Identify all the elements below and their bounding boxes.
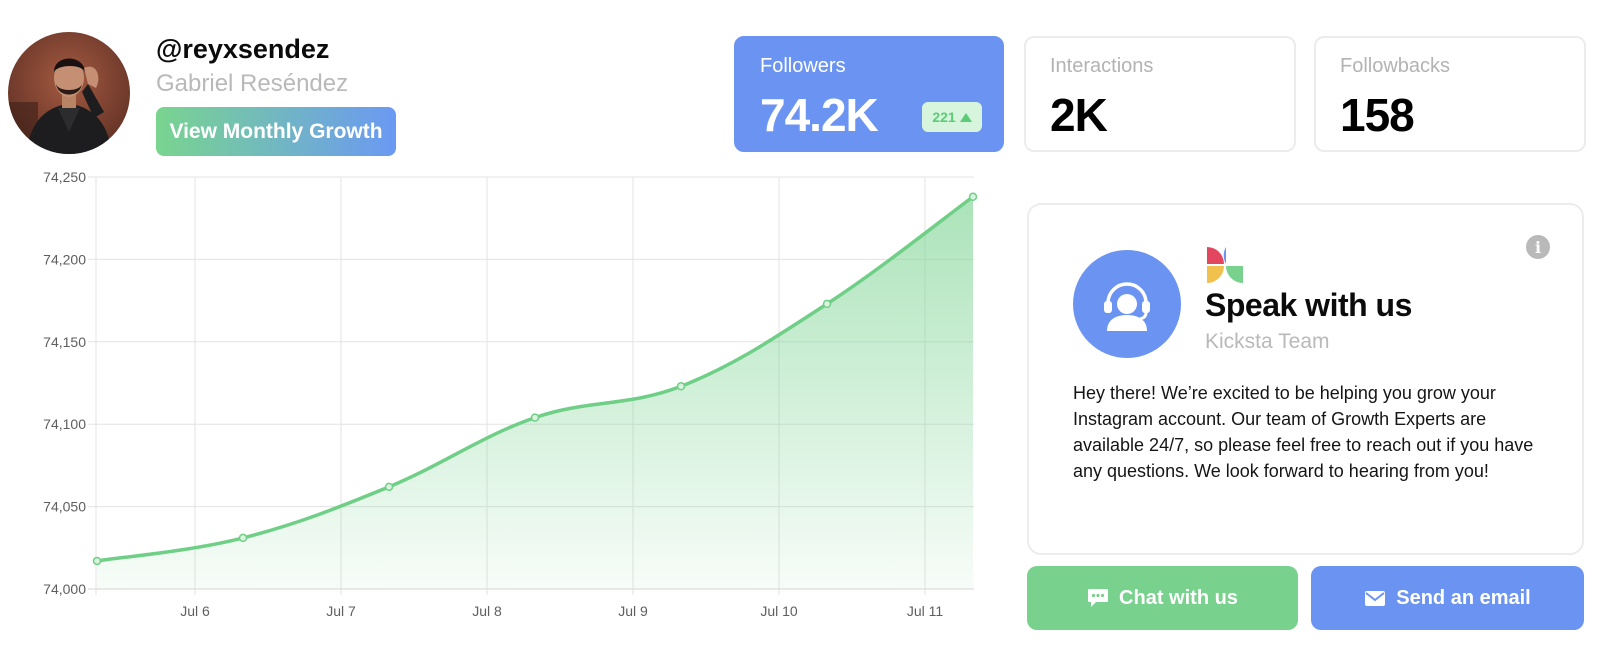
stat-card-followers: Followers 74.2K 221 [734, 36, 1004, 152]
avatar-photo [8, 32, 130, 154]
profile-handle: @reyxsendez [156, 34, 330, 64]
stat-label: Followers [760, 55, 846, 77]
x-tick-label: Jul 6 [180, 603, 210, 619]
stat-value: 158 [1340, 89, 1415, 141]
chat-with-us-button[interactable]: Chat with us [1027, 566, 1298, 630]
email-button-label: Send an email [1396, 586, 1531, 609]
x-tick-label: Jul 11 [907, 603, 944, 619]
send-email-button[interactable]: Send an email [1311, 566, 1584, 630]
x-tick-label: Jul 10 [760, 603, 798, 619]
y-tick-label: 74,250 [43, 169, 86, 185]
kicksta-logo-icon [1207, 247, 1243, 283]
contact-message: Hey there! We’re excited to be helping y… [1073, 383, 1534, 481]
stat-value: 74.2K [760, 89, 879, 141]
chat-icon [1088, 589, 1109, 607]
data-point[interactable] [238, 533, 248, 543]
envelope-icon [1365, 590, 1386, 606]
data-point[interactable] [822, 299, 832, 309]
data-point[interactable] [530, 413, 540, 422]
support-agent-avatar [1073, 250, 1181, 358]
y-tick-label: 74,050 [43, 499, 86, 515]
area-fill [97, 196, 973, 589]
x-tick-label: Jul 7 [326, 603, 356, 619]
data-point[interactable] [384, 482, 394, 492]
y-tick-label: 74,100 [43, 416, 86, 432]
x-tick-label: Jul 8 [472, 603, 502, 619]
profile-avatar [8, 32, 130, 154]
stat-label: Interactions [1050, 55, 1154, 77]
view-monthly-growth-button[interactable]: View Monthly Growth [156, 107, 396, 156]
x-tick-label: Jul 9 [618, 603, 648, 619]
info-icon[interactable]: i [1526, 235, 1550, 259]
growth-badge: 221 [922, 102, 982, 132]
followers-growth-chart: 74,000 74,050 74,100 74,150 74,200 74,250 Jul … [43, 169, 978, 619]
profile-name: Gabriel Reséndez [156, 70, 349, 97]
headset-agent-icon [1104, 282, 1150, 331]
data-point[interactable] [968, 192, 978, 202]
contact-card: Speak with us Kicksta Team i Hey there! … [1027, 203, 1584, 555]
data-point[interactable] [92, 556, 102, 566]
stat-label: Followbacks [1340, 55, 1451, 77]
y-tick-label: 74,000 [43, 581, 86, 597]
stat-card-interactions: Interactions 2K [1024, 36, 1296, 152]
contact-title: Speak with us [1205, 287, 1412, 323]
y-tick-label: 74,150 [43, 334, 86, 350]
contact-team: Kicksta Team [1205, 330, 1330, 353]
badge-count: 221 [932, 109, 956, 125]
y-tick-label: 74,200 [43, 251, 86, 267]
chat-button-label: Chat with us [1119, 586, 1238, 609]
stat-value: 2K [1050, 89, 1108, 141]
stat-card-followbacks: Followbacks 158 [1314, 36, 1586, 152]
up-arrow-icon [959, 112, 972, 122]
data-point[interactable] [676, 382, 686, 391]
